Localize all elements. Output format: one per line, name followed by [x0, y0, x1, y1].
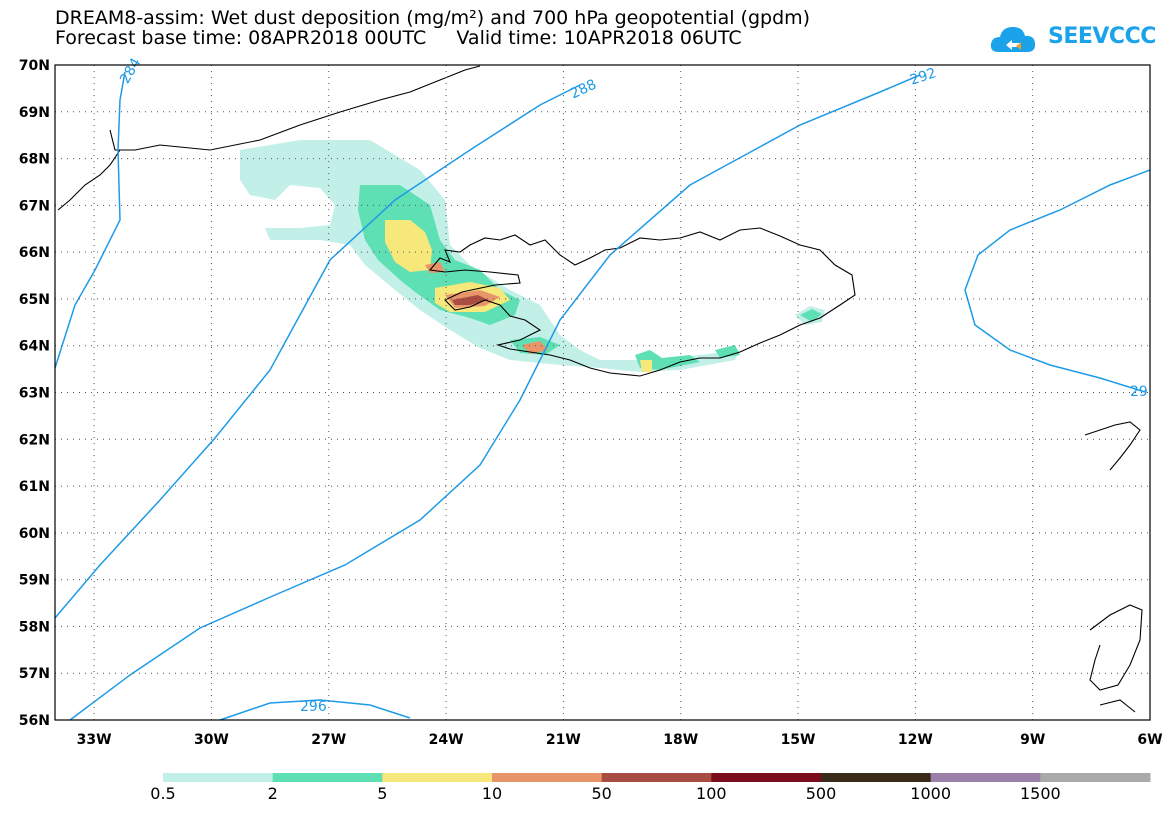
latitude-label: 62N [19, 432, 50, 448]
longitude-label: 27W [311, 732, 346, 748]
latitude-label: 63N [19, 386, 50, 402]
legend-label: 50 [591, 784, 612, 803]
coastlines [57, 65, 1143, 713]
geopotential-contours [54, 71, 1151, 721]
legend-label: 5 [377, 784, 388, 803]
legend-swatch [711, 773, 822, 782]
map-frame [54, 64, 1151, 721]
latitude-label: 66N [19, 245, 50, 261]
latitude-label: 60N [19, 526, 50, 542]
graticule [55, 65, 1150, 720]
latitude-label: 65N [19, 292, 50, 308]
legend-label: 2 [267, 784, 278, 803]
latitude-label: 67N [19, 198, 50, 214]
title-line-2: Forecast base time: 08APR2018 00UTC Vali… [55, 27, 742, 49]
contour-label: 29 [1130, 384, 1148, 400]
longitude-label: 33W [77, 732, 112, 748]
legend-swatch [601, 773, 712, 782]
legend-swatch [163, 773, 274, 782]
legend-swatch [272, 773, 383, 782]
longitude-labels: 33W 30W 27W 24W 21W 18W 15W 12W 9W 6W [77, 732, 1163, 748]
legend-label: 1500 [1019, 784, 1061, 803]
contour-label: 288 [568, 77, 599, 103]
seevccc-logo-text: SEEVCCC [1048, 24, 1156, 49]
longitude-label: 6W [1137, 732, 1162, 748]
legend-swatch [492, 773, 603, 782]
longitude-label: 9W [1020, 732, 1045, 748]
dust-deposition-shading [240, 140, 825, 372]
longitude-label: 24W [429, 732, 464, 748]
latitude-label: 70N [19, 58, 50, 74]
latitude-labels: 70N 69N 68N 67N 66N 65N 64N 63N 62N 61N 60N 59N 58N 5… [19, 58, 50, 729]
legend-color-bar [163, 773, 1151, 782]
longitude-label: 15W [781, 732, 816, 748]
latitude-label: 68N [19, 152, 50, 168]
longitude-label: 30W [194, 732, 229, 748]
legend-label: 1000 [910, 784, 952, 803]
title-line-1: DREAM8-assim: Wet dust deposition (mg/m²… [55, 7, 811, 29]
legend-swatch [930, 773, 1041, 782]
contour-label: 296 [300, 699, 327, 715]
contour-label: 292 [908, 65, 938, 88]
legend-label: 100 [696, 784, 727, 803]
legend-label: 500 [805, 784, 837, 803]
longitude-label: 18W [663, 732, 698, 748]
legend-label: 10 [481, 784, 503, 803]
latitude-label: 61N [19, 479, 50, 495]
longitude-label: 12W [898, 732, 933, 748]
legend-swatch [382, 773, 493, 782]
latitude-label: 64N [19, 339, 50, 355]
latitude-label: 57N [19, 666, 50, 682]
legend-swatch [1040, 773, 1151, 782]
latitude-label: 69N [19, 105, 50, 121]
seevccc-cloud-logo-icon [990, 27, 1036, 52]
legend-swatch [821, 773, 932, 782]
contour-label: 284 [117, 55, 144, 86]
longitude-label: 21W [546, 732, 581, 748]
latitude-label: 59N [19, 573, 50, 589]
latitude-label: 56N [19, 713, 50, 729]
latitude-label: 58N [19, 619, 50, 635]
legend-label: 0.5 [150, 784, 176, 803]
